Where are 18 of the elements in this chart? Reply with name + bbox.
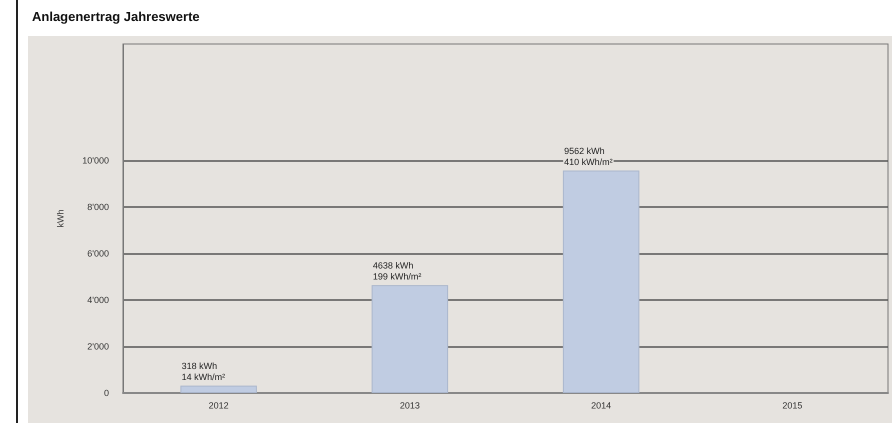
data-label: 4638 kWh 199 kWh/m² <box>372 260 422 282</box>
bar <box>372 285 448 393</box>
data-label: 318 kWh 14 kWh/m² <box>182 361 226 382</box>
y-tick-label: 0 <box>104 388 109 398</box>
x-tick-label: 2012 <box>208 400 229 410</box>
bar <box>180 386 257 393</box>
bar <box>562 170 640 393</box>
data-label: 9562 kWh 410 kWh/m² <box>564 146 613 168</box>
x-tick-label: 2014 <box>591 400 612 410</box>
y-tick-label: 4'000 <box>87 294 109 305</box>
x-tick-label: 2015 <box>782 400 802 410</box>
y-tick-label: 2'000 <box>87 341 109 352</box>
chart-title: Anlagenertrag Jahreswerte <box>32 9 200 24</box>
x-tick-label: 2013 <box>400 400 420 410</box>
y-axis-title: kWh <box>56 210 66 228</box>
y-tick-label: 8'000 <box>87 202 109 212</box>
y-tick-label: 6'000 <box>87 248 109 258</box>
y-tick-label: 10'000 <box>82 155 109 166</box>
